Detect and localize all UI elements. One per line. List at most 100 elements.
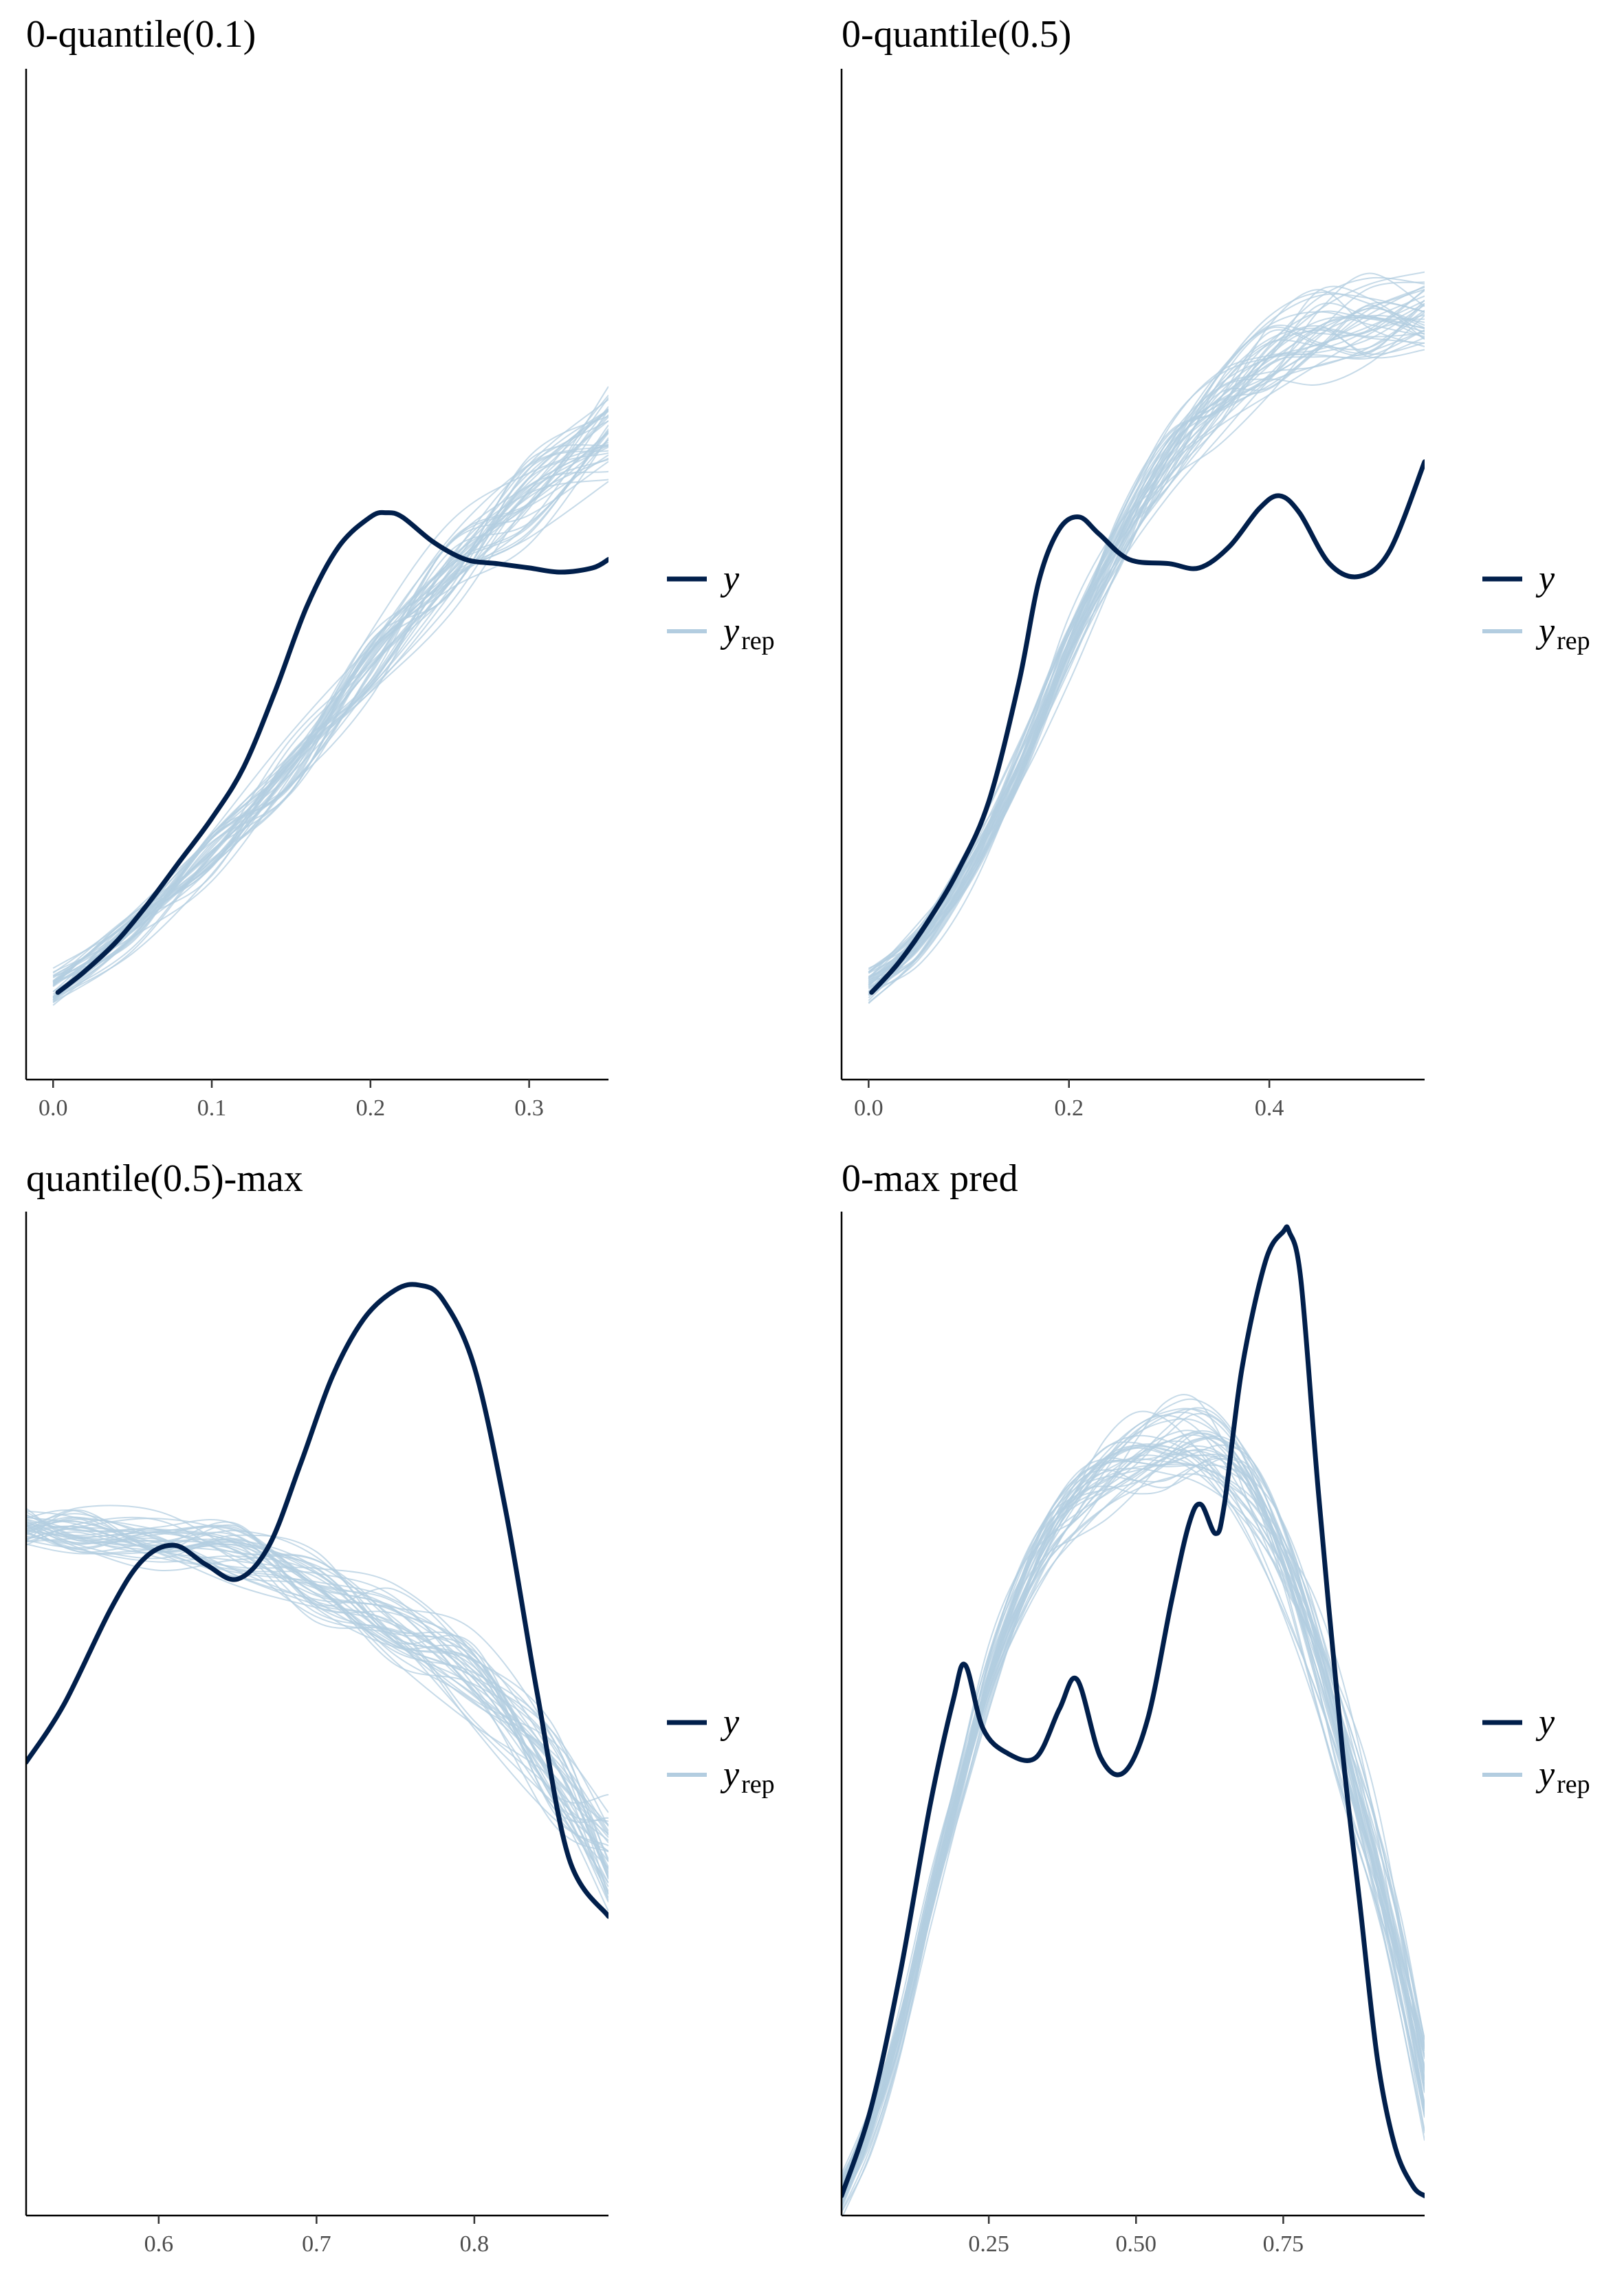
yrep-line [52, 437, 608, 981]
yrep-line [26, 1520, 608, 1895]
yrep-line [842, 1454, 1425, 2197]
panel-3: quantile(0.5)-max 0.6 0.7 0.8 y yrep [25, 1157, 775, 2257]
y-line [842, 1224, 1425, 2198]
yrep-line [868, 285, 1425, 979]
panel-4: 0-max pred 0.25 0.50 0.75 y yrep [840, 1157, 1590, 2257]
yrep-line [26, 1530, 608, 1836]
yrep-line [26, 1518, 608, 1826]
yrep-line [868, 291, 1425, 970]
legend-label-yrep: yrep [1535, 611, 1590, 655]
yrep-line [842, 1410, 1425, 2198]
x-tick-label: 0.0 [854, 1095, 884, 1121]
yrep-line [842, 1454, 1425, 2207]
yrep-line [842, 1412, 1425, 2183]
yrep-line [26, 1515, 608, 1826]
yrep-line [52, 459, 608, 987]
y-line [26, 1282, 608, 1919]
panel-title: 0-quantile(0.5) [842, 13, 1071, 56]
legend: y yrep [667, 1703, 775, 1799]
yrep-line [868, 272, 1425, 979]
plot-area [52, 386, 608, 1006]
legend: y yrep [1482, 1703, 1590, 1799]
legend-label-y: y [720, 559, 740, 598]
x-tick-label: 0.4 [1255, 1095, 1284, 1121]
yrep-series [868, 271, 1425, 1005]
yrep-line [868, 289, 1425, 978]
yrep-line [842, 1408, 1425, 2189]
yrep-line [52, 481, 608, 1000]
panel-1: 0-quantile(0.1) 0.0 0.1 0.2 0.3 y yrep [25, 13, 775, 1121]
x-tick-label: 0.50 [1116, 2231, 1157, 2257]
yrep-line [842, 1448, 1425, 2209]
legend-label-y: y [1535, 1703, 1555, 1742]
x-tick-label: 0.6 [144, 2231, 174, 2257]
legend-label-y: y [720, 1703, 740, 1742]
x-tick-label: 0.8 [460, 2231, 490, 2257]
yrep-line [26, 1518, 608, 1827]
yrep-line [842, 1457, 1425, 2200]
yrep-line [842, 1458, 1425, 2200]
plot-area [26, 1282, 608, 1919]
plot-area [842, 1224, 1425, 2216]
x-tick-label: 0.75 [1263, 2231, 1304, 2257]
yrep-line [26, 1513, 608, 1841]
legend-label-y: y [1535, 559, 1555, 598]
yrep-line [26, 1509, 608, 1877]
yrep-line [842, 1447, 1425, 2201]
yrep-line [26, 1528, 608, 1838]
yrep-line [26, 1525, 608, 1879]
yrep-line [26, 1505, 608, 1873]
x-tick-label: 0.2 [356, 1095, 386, 1121]
yrep-line [868, 281, 1425, 973]
panel-title: 0-max pred [842, 1157, 1018, 1200]
legend: y yrep [1482, 559, 1590, 655]
yrep-line [868, 289, 1425, 970]
x-tick-label: 0.25 [968, 2231, 1009, 2257]
yrep-line [26, 1511, 608, 1824]
yrep-line [842, 1473, 1425, 2200]
panel-title: quantile(0.5)-max [26, 1157, 303, 1200]
yrep-line [868, 289, 1425, 973]
yrep-line [26, 1531, 608, 1852]
panels: 0-quantile(0.1)0.0 0.1 0.2 0.3yyrep0-quanti… [25, 13, 1590, 2257]
x-tick-label: 0.2 [1054, 1095, 1084, 1121]
legend-label-yrep: yrep [1535, 1755, 1590, 1799]
yrep-line [842, 1458, 1425, 2191]
yrep-line [842, 1445, 1425, 2202]
yrep-line [842, 1463, 1425, 2202]
yrep-line [842, 1455, 1425, 2206]
yrep-line [52, 439, 608, 985]
yrep-series [52, 386, 608, 1006]
yrep-line [26, 1516, 608, 1868]
yrep-line [52, 470, 608, 993]
yrep-line [842, 1467, 1425, 2212]
yrep-line [868, 311, 1425, 974]
yrep-line [26, 1510, 608, 1883]
yrep-line [842, 1407, 1425, 2177]
yrep-line [842, 1411, 1425, 2185]
yrep-line [842, 1443, 1425, 2216]
yrep-line [52, 408, 608, 979]
yrep-line [52, 445, 608, 992]
x-tick-label: 0.1 [197, 1095, 227, 1121]
yrep-line [26, 1525, 608, 1852]
yrep-line [52, 408, 608, 999]
panel-title: 0-quantile(0.1) [26, 13, 256, 56]
yrep-line [842, 1398, 1425, 2174]
yrep-line [842, 1394, 1425, 2183]
panel-2: 0-quantile(0.5) 0.0 0.2 0.4 y yrep [840, 13, 1590, 1121]
yrep-line [842, 1408, 1425, 2180]
x-tick-label: 0.7 [302, 2231, 331, 2257]
legend: y yrep [667, 559, 775, 655]
yrep-series [26, 1505, 608, 1912]
yrep-line [52, 452, 608, 984]
yrep-line [842, 1444, 1425, 2200]
yrep-line [26, 1513, 608, 1847]
x-tick-label: 0.0 [39, 1095, 68, 1121]
yrep-line [842, 1459, 1425, 2180]
y-line [869, 459, 1425, 995]
yrep-line [52, 414, 608, 983]
x-tick-label: 0.3 [514, 1095, 544, 1121]
yrep-line [26, 1537, 608, 1862]
